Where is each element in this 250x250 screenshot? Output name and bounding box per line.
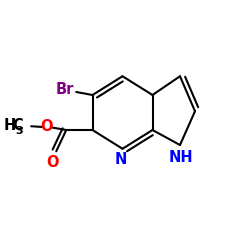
Text: O: O: [46, 155, 59, 170]
Text: H: H: [4, 118, 16, 133]
Text: N: N: [115, 152, 128, 168]
Text: NH: NH: [169, 150, 194, 164]
Text: 3: 3: [16, 126, 24, 136]
Text: Br: Br: [56, 82, 74, 98]
Text: C: C: [12, 118, 23, 133]
Text: O: O: [40, 119, 52, 134]
